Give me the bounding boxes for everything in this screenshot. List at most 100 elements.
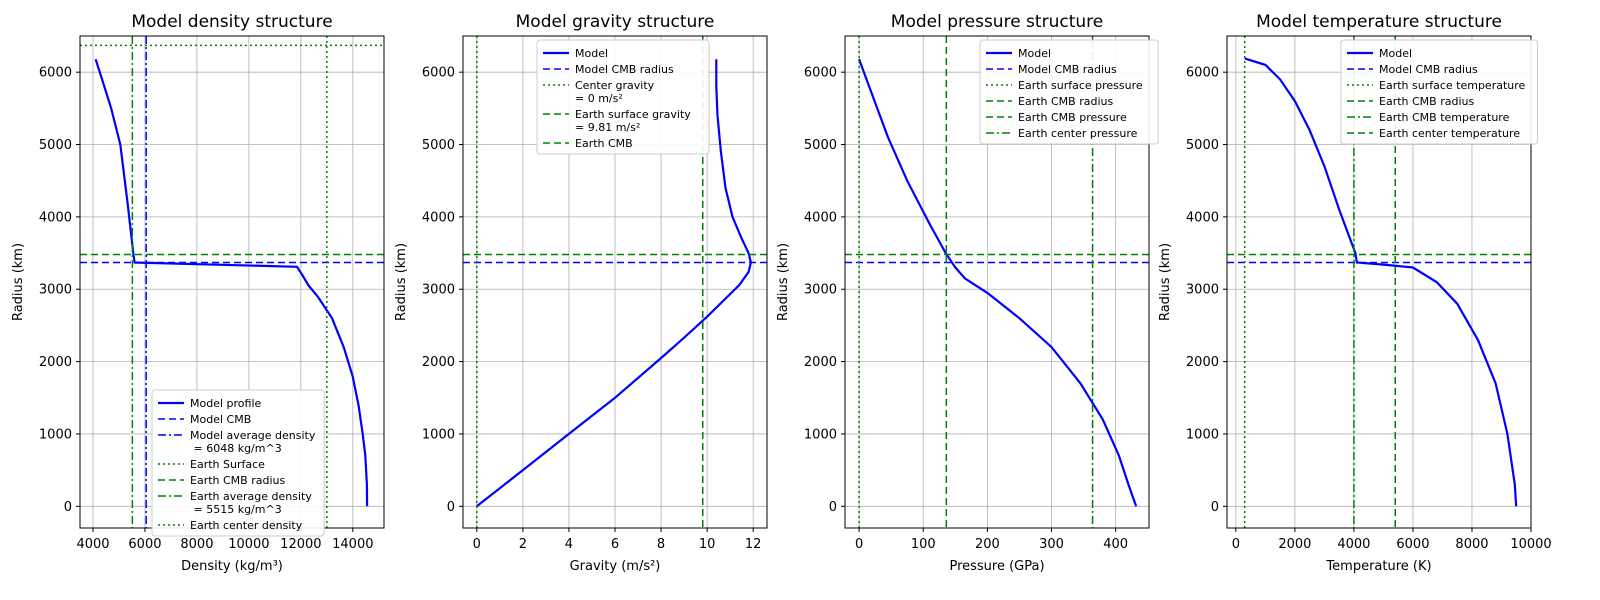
legend-entry: Earth Surface <box>190 458 265 471</box>
x-tick-label: 14000 <box>332 537 373 552</box>
x-tick-label: 6000 <box>128 537 161 552</box>
x-tick-label: 4000 <box>76 537 109 552</box>
y-tick-label: 2000 <box>39 355 72 370</box>
x-tick-label: 10000 <box>1510 537 1551 552</box>
chart-panel: 0 2 4 6 8 10 12 0 1000 2000 3000 4000 5000 6000 Model … <box>394 12 768 574</box>
legend-entry: Earth CMB temperature <box>1379 111 1510 124</box>
x-tick-label: 4 <box>565 537 573 552</box>
x-tick-label: 8000 <box>180 537 213 552</box>
y-tick-label: 2000 <box>804 355 837 370</box>
legend-entry: Model CMB <box>190 413 251 426</box>
y-tick-label: 1000 <box>39 427 72 442</box>
x-axis-label: Density (kg/m³) <box>181 559 283 574</box>
legend-entry: Model <box>1379 47 1412 60</box>
legend-entry: Earth CMB radius <box>1379 95 1474 108</box>
y-tick-label: 0 <box>447 500 455 515</box>
x-tick-label: 0 <box>473 537 481 552</box>
y-tick-label: 6000 <box>39 66 72 81</box>
y-tick-label: 0 <box>1211 500 1219 515</box>
legend-entry: Earth center pressure <box>1018 127 1138 140</box>
legend-box <box>979 39 1159 145</box>
x-tick-label: 12000 <box>280 537 321 552</box>
legend-entry: Earth surface gravity = 9.81 m/s² <box>575 108 691 134</box>
legend-entry: Earth CMB radius <box>1018 95 1113 108</box>
x-tick-label: 400 <box>1103 537 1128 552</box>
x-tick-label: 100 <box>911 537 936 552</box>
y-tick-label: 2000 <box>1186 355 1219 370</box>
chart-panel: 4000 6000 8000 10000 12000 14000 0 1000 2000 3000… <box>11 12 385 574</box>
x-tick-label: 10000 <box>228 537 269 552</box>
legend-entry: Earth surface pressure <box>1018 79 1143 92</box>
plot-area <box>80 36 384 528</box>
chart-title: Model pressure structure <box>891 12 1103 32</box>
legend-entry: Model <box>575 47 608 60</box>
legend-entry: Model CMB radius <box>1379 63 1478 76</box>
y-tick-label: 4000 <box>39 210 72 225</box>
chart-title: Model gravity structure <box>516 12 715 32</box>
x-axis-label: Temperature (K) <box>1325 559 1431 574</box>
chart-title: Model density structure <box>131 12 332 32</box>
chart-panel: 0 2000 4000 6000 8000 10000 0 1000 2000 3000 4000 5… <box>1158 12 1552 574</box>
y-tick-label: 1000 <box>422 427 455 442</box>
x-tick-label: 8 <box>657 537 665 552</box>
legend-entry: Earth CMB radius <box>190 474 285 487</box>
legend-entry: Model CMB radius <box>1018 63 1117 76</box>
y-tick-label: 6000 <box>804 66 837 81</box>
axes-frame <box>1226 35 1532 529</box>
legend-entry: Center gravity = 0 m/s² <box>575 79 655 105</box>
y-tick-label: 4000 <box>1186 210 1219 225</box>
y-tick-label: 1000 <box>804 427 837 442</box>
chart-panel: 0 100 200 300 4000100020003000400050006000Mo… <box>776 12 1159 574</box>
legend-box <box>151 389 325 537</box>
y-axis-label: Radius (km) <box>1158 243 1173 321</box>
y-tick-label: 3000 <box>39 283 72 298</box>
legend-entry: Model <box>1018 47 1051 60</box>
y-tick-label: 6000 <box>1186 66 1219 81</box>
y-tick-label: 0 <box>64 500 72 515</box>
series-line <box>476 59 753 508</box>
y-tick-label: 5000 <box>804 138 837 153</box>
legend-box <box>1340 39 1538 145</box>
legend-entry: Earth average density = 5515 kg/m^3 <box>190 490 312 516</box>
x-tick-label: 0 <box>1232 537 1240 552</box>
y-axis-label: Radius (km) <box>776 243 791 321</box>
legend: Model Model CMB radius Center gravity = 0 m… <box>536 39 710 155</box>
x-tick-label: 12 <box>745 537 762 552</box>
legend-entry: Earth center density <box>190 519 303 532</box>
legend-entry: Earth center temperature <box>1379 127 1520 140</box>
y-tick-label: 3000 <box>422 283 455 298</box>
series-line <box>858 58 1138 507</box>
x-tick-label: 2 <box>519 537 527 552</box>
legend-entry: Earth surface temperature <box>1379 79 1526 92</box>
x-tick-label: 8000 <box>1455 537 1488 552</box>
y-tick-label: 0 <box>829 500 837 515</box>
legend-entry: Earth CMB pressure <box>1018 111 1127 124</box>
legend: Model Model CMB radius Earth surface tempe… <box>1340 39 1538 145</box>
legend-box <box>536 39 710 155</box>
y-tick-label: 1000 <box>1186 427 1219 442</box>
y-tick-label: 6000 <box>422 66 455 81</box>
legend-entry: Model profile <box>190 397 262 410</box>
x-axis-label: Gravity (m/s²) <box>570 559 661 574</box>
y-tick-label: 3000 <box>1186 283 1219 298</box>
axes-frame <box>844 35 1150 529</box>
legend: Model profile Model CMB Model average dens… <box>151 389 325 537</box>
legend-entry: Model average density = 6048 kg/m^3 <box>190 429 316 455</box>
x-tick-label: 0 <box>855 537 863 552</box>
x-tick-label: 10 <box>699 537 716 552</box>
chart-title: Model temperature structure <box>1256 12 1502 32</box>
x-tick-label: 200 <box>975 537 1000 552</box>
legend-entry: Model CMB radius <box>575 63 674 76</box>
y-tick-label: 4000 <box>804 210 837 225</box>
legend: Model Model CMB radius Earth surface press… <box>979 39 1159 145</box>
y-axis-label: Radius (km) <box>394 243 409 321</box>
plot-area <box>463 36 767 528</box>
x-tick-label: 6 <box>611 537 619 552</box>
y-tick-label: 5000 <box>422 138 455 153</box>
x-tick-label: 6000 <box>1396 537 1429 552</box>
legend-entry: Earth CMB <box>575 137 633 150</box>
x-tick-label: 4000 <box>1337 537 1370 552</box>
x-tick-label: 2000 <box>1278 537 1311 552</box>
y-tick-label: 4000 <box>422 210 455 225</box>
